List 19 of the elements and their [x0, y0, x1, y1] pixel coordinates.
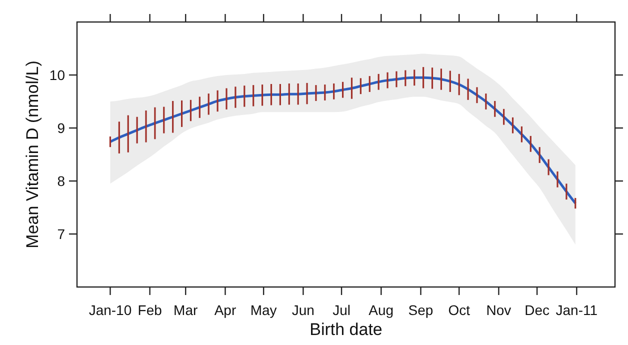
x-tick-label: May: [250, 302, 277, 318]
x-tick-label: Jun: [292, 302, 314, 318]
y-axis-title: Mean Vitamin D (nmol/L): [23, 60, 42, 248]
x-tick-label: Sep: [408, 302, 434, 318]
y-tick-label: 9: [57, 120, 66, 136]
y-tick-label: 8: [57, 173, 66, 189]
x-tick-label: Nov: [486, 302, 512, 318]
x-tick-label: Mar: [174, 302, 198, 318]
x-tick-label: Aug: [368, 302, 394, 318]
x-tick-label: Apr: [214, 302, 236, 318]
y-tick-label: 7: [57, 226, 66, 242]
x-tick-label: Dec: [524, 302, 550, 318]
x-tick-label: Feb: [138, 302, 162, 318]
x-tick-label: Jan-11: [556, 302, 598, 318]
x-tick-label: Jul: [332, 302, 350, 318]
x-tick-label: Oct: [448, 302, 470, 318]
x-tick-label: Jan-10: [88, 302, 132, 318]
y-tick-label: 10: [49, 67, 66, 83]
x-axis-title: Birth date: [310, 320, 382, 339]
